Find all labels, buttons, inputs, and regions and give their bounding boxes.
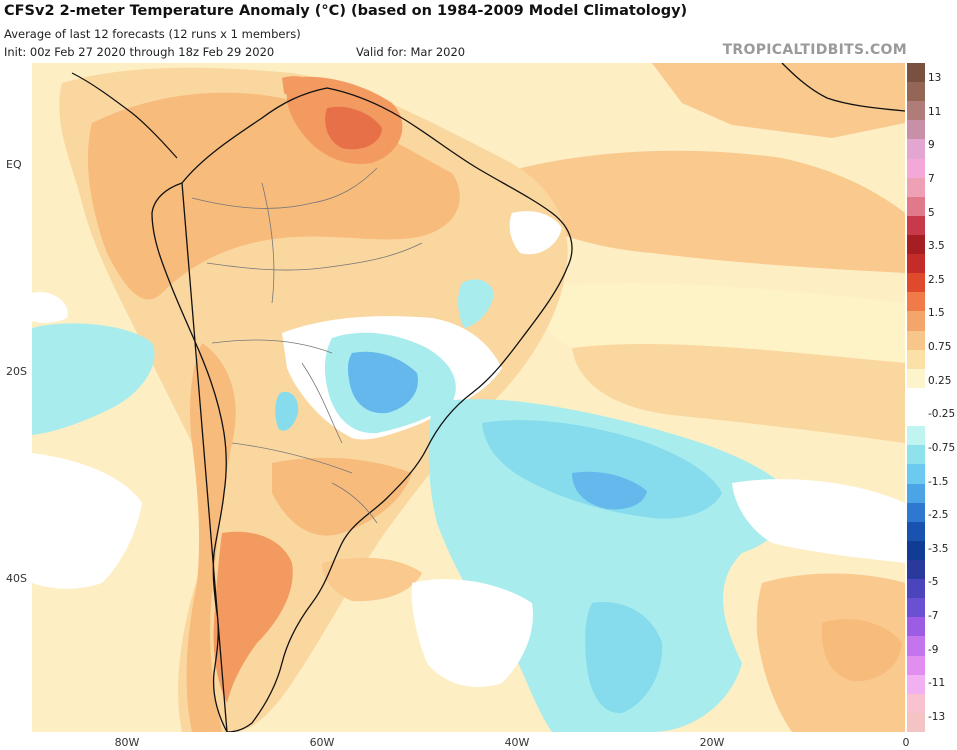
colorbar-cell [907,407,925,427]
anomaly-pale-atlantic-band [532,283,905,363]
anomaly-atlantic-blue [482,420,722,519]
colorbar-label: -13 [928,711,946,723]
colorbar-cell [907,368,925,389]
lon-label-60w: 60W [309,736,335,749]
colorbar-cell [907,139,925,160]
colorbar-cell [907,273,925,293]
anomaly-brazil-cyan-north [458,279,494,328]
site-credit: TROPICALTIDBITS.COM [722,42,907,58]
colorbar-cell [907,502,925,523]
coastline-central-america [71,72,178,159]
colorbar-label: 13 [928,72,942,84]
anomaly-white-east [732,479,905,563]
colorbar-cell [907,693,925,714]
anomaly-brazil-blue [347,351,418,414]
colorbar-label: -0.25 [928,408,956,421]
anomaly-orange-equatorial-atlantic [502,150,905,273]
colorbar-cell [907,579,925,599]
lon-label-20w: 20W [699,736,725,749]
colorbar-cell [907,483,925,504]
colorbar-label: 2.5 [928,273,945,286]
anomaly-pacific-white-south [32,453,142,589]
colorbar-label: 7 [928,172,935,185]
anomaly-white-south-atlantic [411,579,533,687]
anomaly-orange-south-atlantic [572,343,905,443]
colorbar [907,63,925,733]
colorbar-label: -5 [928,576,939,589]
anomaly-atlantic-deep [572,471,647,510]
colorbar-cell [907,674,925,695]
map-title: CFSv2 2-meter Temperature Anomaly (°C) (… [4,3,688,19]
colorbar-cell [907,292,925,312]
colorbar-label: 0.75 [928,341,952,354]
colorbar-label: 5 [928,206,935,219]
lon-label-40w: 40W [504,736,530,749]
colorbar-label: 3.5 [928,240,945,253]
colorbar-label: -3.5 [928,542,949,555]
anomaly-pacific-cyan [32,323,155,435]
colorbar-cell [907,82,925,102]
init-time: Init: 00z Feb 27 2020 through 18z Feb 29… [4,45,275,59]
lat-label-eq: EQ [6,158,22,171]
anomaly-south-cyan [585,602,663,714]
colorbar-cell [907,215,925,236]
colorbar-cell [907,655,925,676]
colorbar-cell [907,158,925,179]
colorbar-cell [907,311,925,332]
colorbar-cell [907,254,925,274]
colorbar-label: 1.5 [928,307,945,320]
anomaly-map [32,63,905,732]
colorbar-cell [907,559,925,580]
colorbar-cell [907,521,925,542]
colorbar-label: -0.75 [928,441,956,454]
colorbar-cell [907,540,925,561]
anomaly-orange-north-atlantic [652,63,905,138]
colorbar-cell [907,598,925,618]
colorbar-cell [907,387,925,408]
anomaly-se-darkorange [821,619,902,682]
colorbar-label: -9 [928,643,939,656]
lon-label-80w: 80W [114,736,140,749]
lon-label-0: 0 [902,736,910,749]
country-borders [191,167,423,524]
colorbar-label: 9 [928,139,935,152]
colorbar-cell [907,101,925,121]
colorbar-cell [907,63,925,83]
lat-label-20s: 20S [6,365,27,378]
colorbar-label: -2.5 [928,509,949,522]
anomaly-caribbean-orange [282,76,322,100]
coastline-africa [781,63,905,112]
colorbar-cell [907,464,925,484]
colorbar-cell [907,120,925,140]
colorbar-label: 0.25 [928,374,952,387]
colorbar-cell [907,617,925,637]
colorbar-cell [907,196,925,217]
anomaly-paraguay-cyan [275,391,299,431]
colorbar-cell [907,177,925,198]
colorbar-cell [907,235,925,255]
lat-label-40s: 40S [6,572,27,585]
anomaly-ne-brazil-white [509,211,562,255]
colorbar-cell [907,349,925,370]
colorbar-label: -1.5 [928,475,949,488]
map-subtitle: Average of last 12 forecasts (12 runs x … [4,27,301,41]
anomaly-patagonia-orange [213,531,293,703]
colorbar-label: 11 [928,105,942,118]
anomaly-guiana-red [325,106,382,150]
colorbar-cell [907,445,925,465]
colorbar-cell [907,636,925,657]
anomaly-argentina-orange [272,457,412,536]
anomaly-atlantic-orange-south [322,557,422,602]
colorbar-label: -7 [928,610,939,623]
anomaly-pacific-white [32,292,68,323]
colorbar-label: -11 [928,677,946,690]
coastline-south-america [151,87,573,732]
colorbar-cell [907,330,925,351]
colorbar-cell [907,712,925,733]
colorbar-cell [907,426,925,446]
valid-time: Valid for: Mar 2020 [356,45,466,59]
